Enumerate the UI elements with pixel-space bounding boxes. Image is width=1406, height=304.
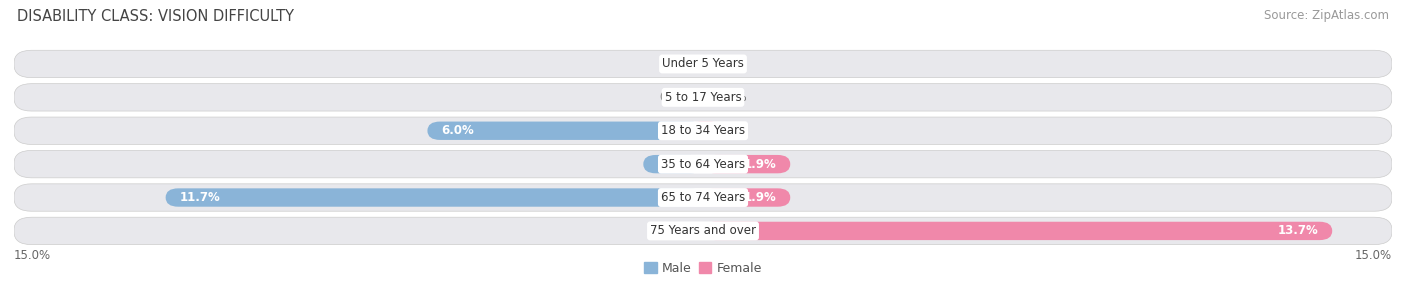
Text: 35 to 64 Years: 35 to 64 Years xyxy=(661,158,745,171)
Text: 18 to 34 Years: 18 to 34 Years xyxy=(661,124,745,137)
FancyBboxPatch shape xyxy=(166,188,703,207)
Legend: Male, Female: Male, Female xyxy=(640,257,766,280)
FancyBboxPatch shape xyxy=(14,50,1392,78)
Text: Source: ZipAtlas.com: Source: ZipAtlas.com xyxy=(1264,9,1389,22)
Text: 65 to 74 Years: 65 to 74 Years xyxy=(661,191,745,204)
Text: 75 Years and over: 75 Years and over xyxy=(650,224,756,237)
Text: 15.0%: 15.0% xyxy=(1355,249,1392,262)
Text: 0.0%: 0.0% xyxy=(717,57,747,71)
Text: 0.0%: 0.0% xyxy=(659,91,689,104)
Text: DISABILITY CLASS: VISION DIFFICULTY: DISABILITY CLASS: VISION DIFFICULTY xyxy=(17,9,294,24)
FancyBboxPatch shape xyxy=(703,155,790,173)
Text: 1.3%: 1.3% xyxy=(657,158,690,171)
FancyBboxPatch shape xyxy=(14,84,1392,111)
FancyBboxPatch shape xyxy=(427,122,703,140)
Text: 15.0%: 15.0% xyxy=(14,249,51,262)
FancyBboxPatch shape xyxy=(703,188,790,207)
Text: 6.0%: 6.0% xyxy=(441,124,474,137)
FancyBboxPatch shape xyxy=(14,217,1392,245)
Text: Under 5 Years: Under 5 Years xyxy=(662,57,744,71)
Text: 0.0%: 0.0% xyxy=(659,224,689,237)
Text: 0.0%: 0.0% xyxy=(659,57,689,71)
Text: 13.7%: 13.7% xyxy=(1278,224,1319,237)
Text: 0.1%: 0.1% xyxy=(717,124,747,137)
FancyBboxPatch shape xyxy=(644,155,703,173)
Text: 0.0%: 0.0% xyxy=(717,91,747,104)
Text: 5 to 17 Years: 5 to 17 Years xyxy=(665,91,741,104)
FancyBboxPatch shape xyxy=(14,184,1392,211)
Text: 11.7%: 11.7% xyxy=(180,191,221,204)
FancyBboxPatch shape xyxy=(14,117,1392,144)
Text: 1.9%: 1.9% xyxy=(744,158,776,171)
FancyBboxPatch shape xyxy=(703,222,1333,240)
FancyBboxPatch shape xyxy=(14,150,1392,178)
FancyBboxPatch shape xyxy=(695,122,716,140)
Text: 1.9%: 1.9% xyxy=(744,191,776,204)
